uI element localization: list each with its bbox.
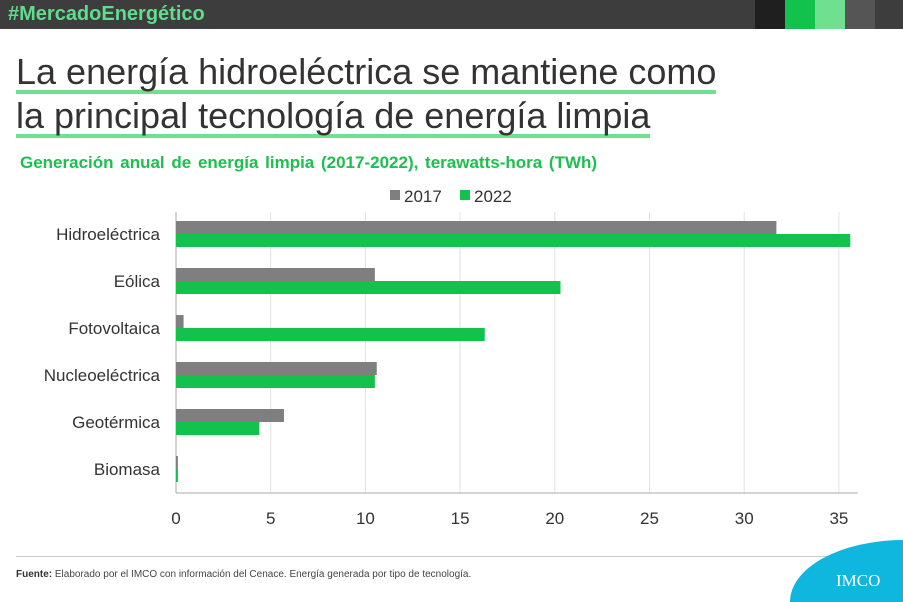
x-tick-label: 10 <box>356 509 375 528</box>
legend-label: 2017 <box>404 187 442 206</box>
bar-2022 <box>176 469 178 482</box>
category-label: Fotovoltaica <box>68 319 160 338</box>
hashtag: #MercadoEnergético <box>8 3 205 25</box>
bar-2017 <box>176 409 284 422</box>
imco-logo: IMCO <box>836 571 881 590</box>
accent-square <box>785 0 815 29</box>
bar-2022 <box>176 422 260 435</box>
bar-2017 <box>176 315 184 328</box>
x-tick-label: 0 <box>171 509 180 528</box>
source-label: Fuente: <box>16 569 53 580</box>
bar-2022 <box>176 234 851 247</box>
bar-chart: 0 5 10 15 20 25 30 35 Hidroeléctrica Eólica Fotovo… <box>44 187 858 528</box>
category-label: Hidroeléctrica <box>56 225 160 244</box>
page-title: La energía hidroeléctrica se mantiene co… <box>16 50 886 138</box>
divider <box>16 556 830 557</box>
bar-2017 <box>176 268 375 281</box>
source-text: Elaborado por el IMCO con información de… <box>52 569 472 580</box>
category-label: Biomasa <box>94 460 161 479</box>
bar-2022 <box>176 281 561 294</box>
bar-2017 <box>176 456 178 469</box>
x-tick-label: 15 <box>451 509 470 528</box>
header-bar: #MercadoEnergético <box>0 0 903 29</box>
chart-title: Generación anual de energía limpia (2017… <box>20 153 598 172</box>
accent-square <box>815 0 845 29</box>
title-line: La energía hidroeléctrica se mantiene co… <box>16 51 717 94</box>
x-tick-label: 35 <box>829 509 848 528</box>
category-label: Eólica <box>114 272 161 291</box>
x-tick-label: 5 <box>266 509 275 528</box>
bar-2017 <box>176 362 377 375</box>
legend-swatch-2022 <box>460 190 470 200</box>
source-note: Fuente: Elaborado por el IMCO con inform… <box>16 569 471 580</box>
accent-square <box>755 0 785 29</box>
x-tick-label: 30 <box>735 509 754 528</box>
x-tick-label: 20 <box>545 509 564 528</box>
accent-square <box>845 0 875 29</box>
legend-label: 2022 <box>474 187 512 206</box>
category-label: Nucleoeléctrica <box>44 366 161 385</box>
legend-swatch-2017 <box>390 190 400 200</box>
title-line: la principal tecnología de energía limpi… <box>16 95 651 138</box>
category-label: Geotérmica <box>72 413 160 432</box>
bar-2022 <box>176 375 375 388</box>
bar-2017 <box>176 221 777 234</box>
x-tick-label: 25 <box>640 509 659 528</box>
bar-2022 <box>176 328 485 341</box>
